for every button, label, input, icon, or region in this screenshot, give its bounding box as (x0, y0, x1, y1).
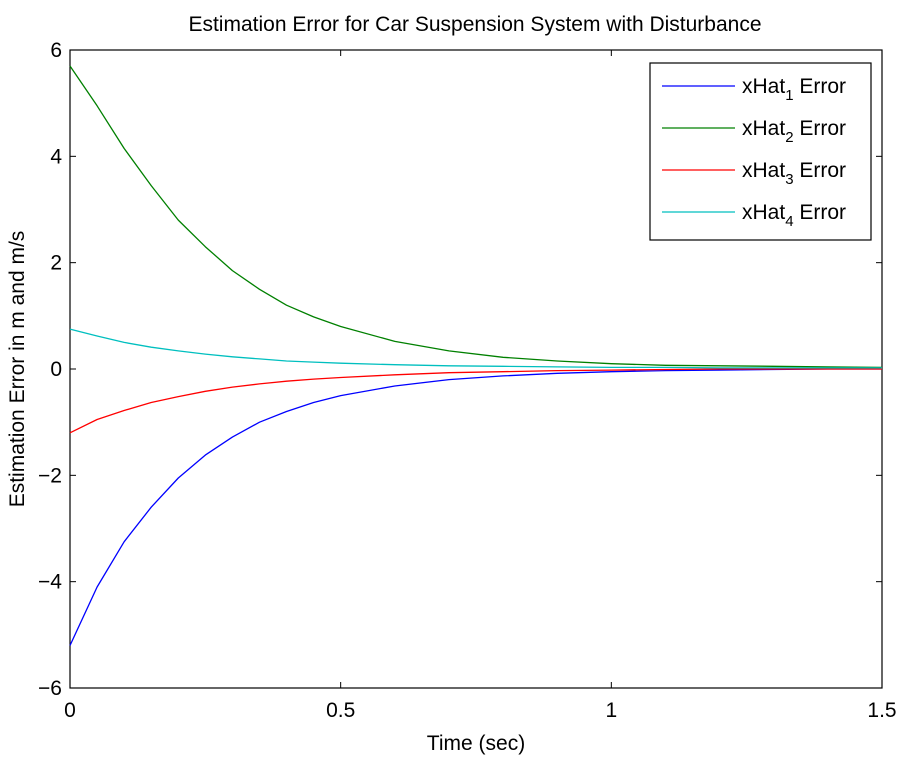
legend-label-suffix: Error (794, 75, 847, 98)
x-tick-label: 0 (64, 699, 76, 722)
chart-title: Estimation Error for Car Suspension Syst… (188, 13, 761, 36)
legend-label-1: xHat1 Error (742, 75, 846, 104)
legend-label-subscript: 4 (785, 213, 793, 230)
x-axis-label: Time (sec) (427, 732, 525, 755)
y-tick-label: 6 (50, 39, 62, 62)
legend-label-4: xHat4 Error (742, 201, 846, 230)
y-tick-label: −6 (38, 677, 62, 700)
series-lines (69, 65, 883, 646)
legend-label-subscript: 3 (785, 171, 793, 188)
y-tick-label: 4 (50, 145, 62, 168)
y-tick-label: 2 (50, 252, 62, 275)
axis-ticks: 0 0.5 1 1.5 −6 −4 −2 0 2 4 6 (38, 39, 897, 722)
x-tick-label: 0.5 (326, 699, 355, 722)
legend-label-suffix: Error (794, 201, 847, 224)
legend-label-base: xHat (742, 159, 785, 182)
legend-label-subscript: 2 (785, 129, 793, 146)
y-tick-label: −4 (38, 571, 62, 594)
legend-label-suffix: Error (794, 117, 847, 140)
y-axis-label: Estimation Error in m and m/s (6, 231, 29, 508)
legend-label-base: xHat (742, 117, 785, 140)
legend-box (649, 62, 872, 241)
legend-label-2: xHat2 Error (742, 117, 846, 146)
legend-label-3: xHat3 Error (742, 159, 846, 188)
legend-label-base: xHat (742, 201, 785, 224)
x-tick-label: 1.5 (867, 699, 896, 722)
x-tick-label: 1 (605, 699, 617, 722)
y-tick-label: 0 (50, 358, 62, 381)
y-tick-label: −2 (38, 464, 62, 487)
legend-label-base: xHat (742, 75, 785, 98)
series-line-3 (69, 368, 882, 434)
series-line-1 (69, 368, 882, 646)
series-line-4 (69, 328, 882, 369)
legend-label-subscript: 1 (785, 87, 793, 104)
legend-label-suffix: Error (794, 159, 847, 182)
series-line-2 (69, 65, 883, 369)
